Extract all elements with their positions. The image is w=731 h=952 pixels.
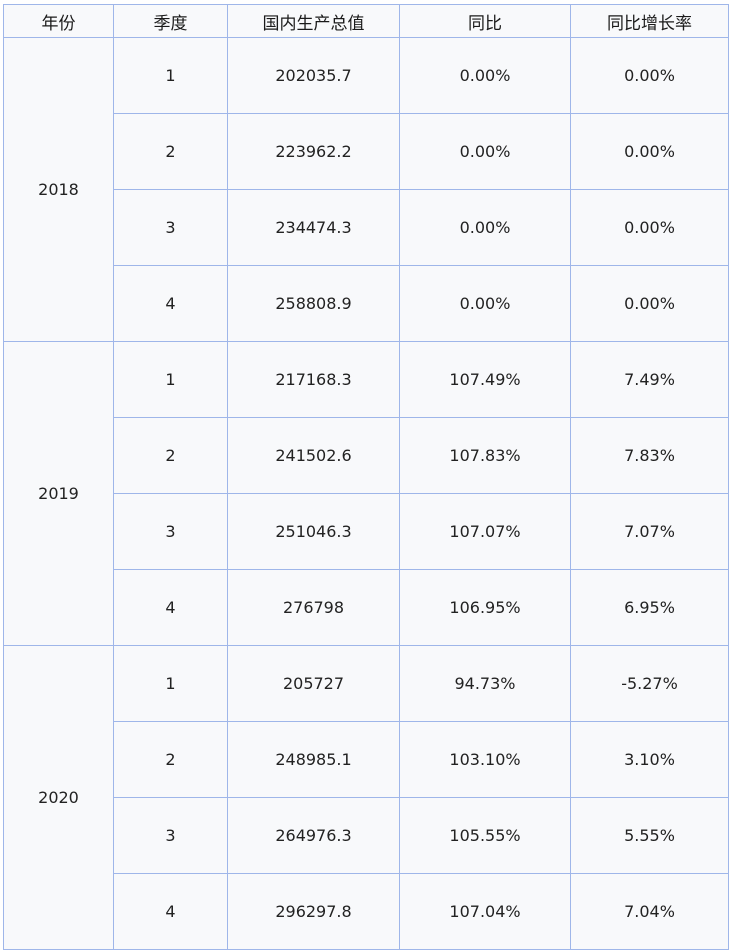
header-gdp: 国内生产总值 (227, 4, 400, 38)
table-row: 2 241502.6 107.83% 7.83% (4, 417, 729, 494)
gdp-cell: 223962.2 (227, 113, 400, 190)
quarter-cell: 4 (113, 569, 228, 646)
yoy-cell: 103.10% (399, 721, 571, 798)
table-row: 3 251046.3 107.07% 7.07% (4, 493, 729, 570)
quarter-cell: 3 (113, 493, 228, 570)
table-row: 3 264976.3 105.55% 5.55% (4, 797, 729, 874)
quarter-cell: 4 (113, 265, 228, 342)
growth-cell: 0.00% (570, 37, 729, 114)
gdp-cell: 251046.3 (227, 493, 400, 570)
yoy-cell: 106.95% (399, 569, 571, 646)
table-row: 2019 1 217168.3 107.49% 7.49% (3, 341, 729, 646)
quarter-cell: 2 (113, 113, 228, 190)
gdp-cell: 276798 (227, 569, 400, 646)
table-row: 2018 1 202035.7 0.00% 0.00% (3, 37, 729, 342)
yoy-cell: 0.00% (399, 113, 571, 190)
yoy-cell: 107.04% (399, 873, 571, 950)
growth-cell: -5.27% (570, 645, 729, 722)
year-cell: 2018 (3, 37, 114, 342)
quarter-cell: 4 (113, 873, 228, 950)
table-row: 4 296297.8 107.04% 7.04% (4, 873, 729, 950)
year-cell: 2020 (3, 645, 114, 950)
growth-cell: 5.55% (570, 797, 729, 874)
header-quarter: 季度 (113, 4, 228, 38)
gdp-cell: 296297.8 (227, 873, 400, 950)
yoy-cell: 107.49% (399, 341, 571, 418)
gdp-cell: 258808.9 (227, 265, 400, 342)
growth-cell: 0.00% (570, 113, 729, 190)
gdp-cell: 248985.1 (227, 721, 400, 798)
growth-cell: 7.83% (570, 417, 729, 494)
table-header: 年份 季度 国内生产总值 同比 同比增长率 (3, 4, 729, 38)
growth-cell: 0.00% (570, 189, 729, 266)
yoy-cell: 105.55% (399, 797, 571, 874)
gdp-cell: 241502.6 (227, 417, 400, 494)
quarter-cell: 1 (113, 645, 228, 722)
yoy-cell: 107.07% (399, 493, 571, 570)
table-row: 2020 1 205727 94.73% -5.27% (3, 645, 729, 950)
growth-cell: 7.04% (570, 873, 729, 950)
gdp-cell: 217168.3 (227, 341, 400, 418)
header-row: 年份 季度 国内生产总值 同比 同比增长率 (3, 4, 729, 38)
table-row: 4 258808.9 0.00% 0.00% (4, 265, 729, 342)
gdp-table: 年份 季度 国内生产总值 同比 同比增长率 2018 1 202035.7 0.… (3, 4, 729, 950)
gdp-cell: 234474.3 (227, 189, 400, 266)
yoy-cell: 0.00% (399, 189, 571, 266)
table-row: 2 223962.2 0.00% 0.00% (4, 113, 729, 190)
quarter-cell: 3 (113, 189, 228, 266)
year-cell: 2019 (3, 341, 114, 646)
quarter-cell: 1 (113, 341, 228, 418)
header-year: 年份 (3, 4, 114, 38)
growth-cell: 7.07% (570, 493, 729, 570)
quarter-cell: 2 (113, 417, 228, 494)
header-yoy: 同比 (399, 4, 571, 38)
quarter-cell: 2 (113, 721, 228, 798)
gdp-cell: 202035.7 (227, 37, 400, 114)
header-growth-rate: 同比增长率 (570, 4, 729, 38)
gdp-cell: 264976.3 (227, 797, 400, 874)
quarter-cell: 1 (113, 37, 228, 114)
yoy-cell: 107.83% (399, 417, 571, 494)
table-row: 3 234474.3 0.00% 0.00% (4, 189, 729, 266)
growth-cell: 6.95% (570, 569, 729, 646)
yoy-cell: 0.00% (399, 37, 571, 114)
table-row: 2 248985.1 103.10% 3.10% (4, 721, 729, 798)
table-body: 2018 1 202035.7 0.00% 0.00% 2 223962.2 0… (3, 37, 729, 950)
table-row: 4 276798 106.95% 6.95% (4, 569, 729, 646)
growth-cell: 3.10% (570, 721, 729, 798)
growth-cell: 7.49% (570, 341, 729, 418)
gdp-cell: 205727 (227, 645, 400, 722)
yoy-cell: 0.00% (399, 265, 571, 342)
growth-cell: 0.00% (570, 265, 729, 342)
quarter-cell: 3 (113, 797, 228, 874)
yoy-cell: 94.73% (399, 645, 571, 722)
